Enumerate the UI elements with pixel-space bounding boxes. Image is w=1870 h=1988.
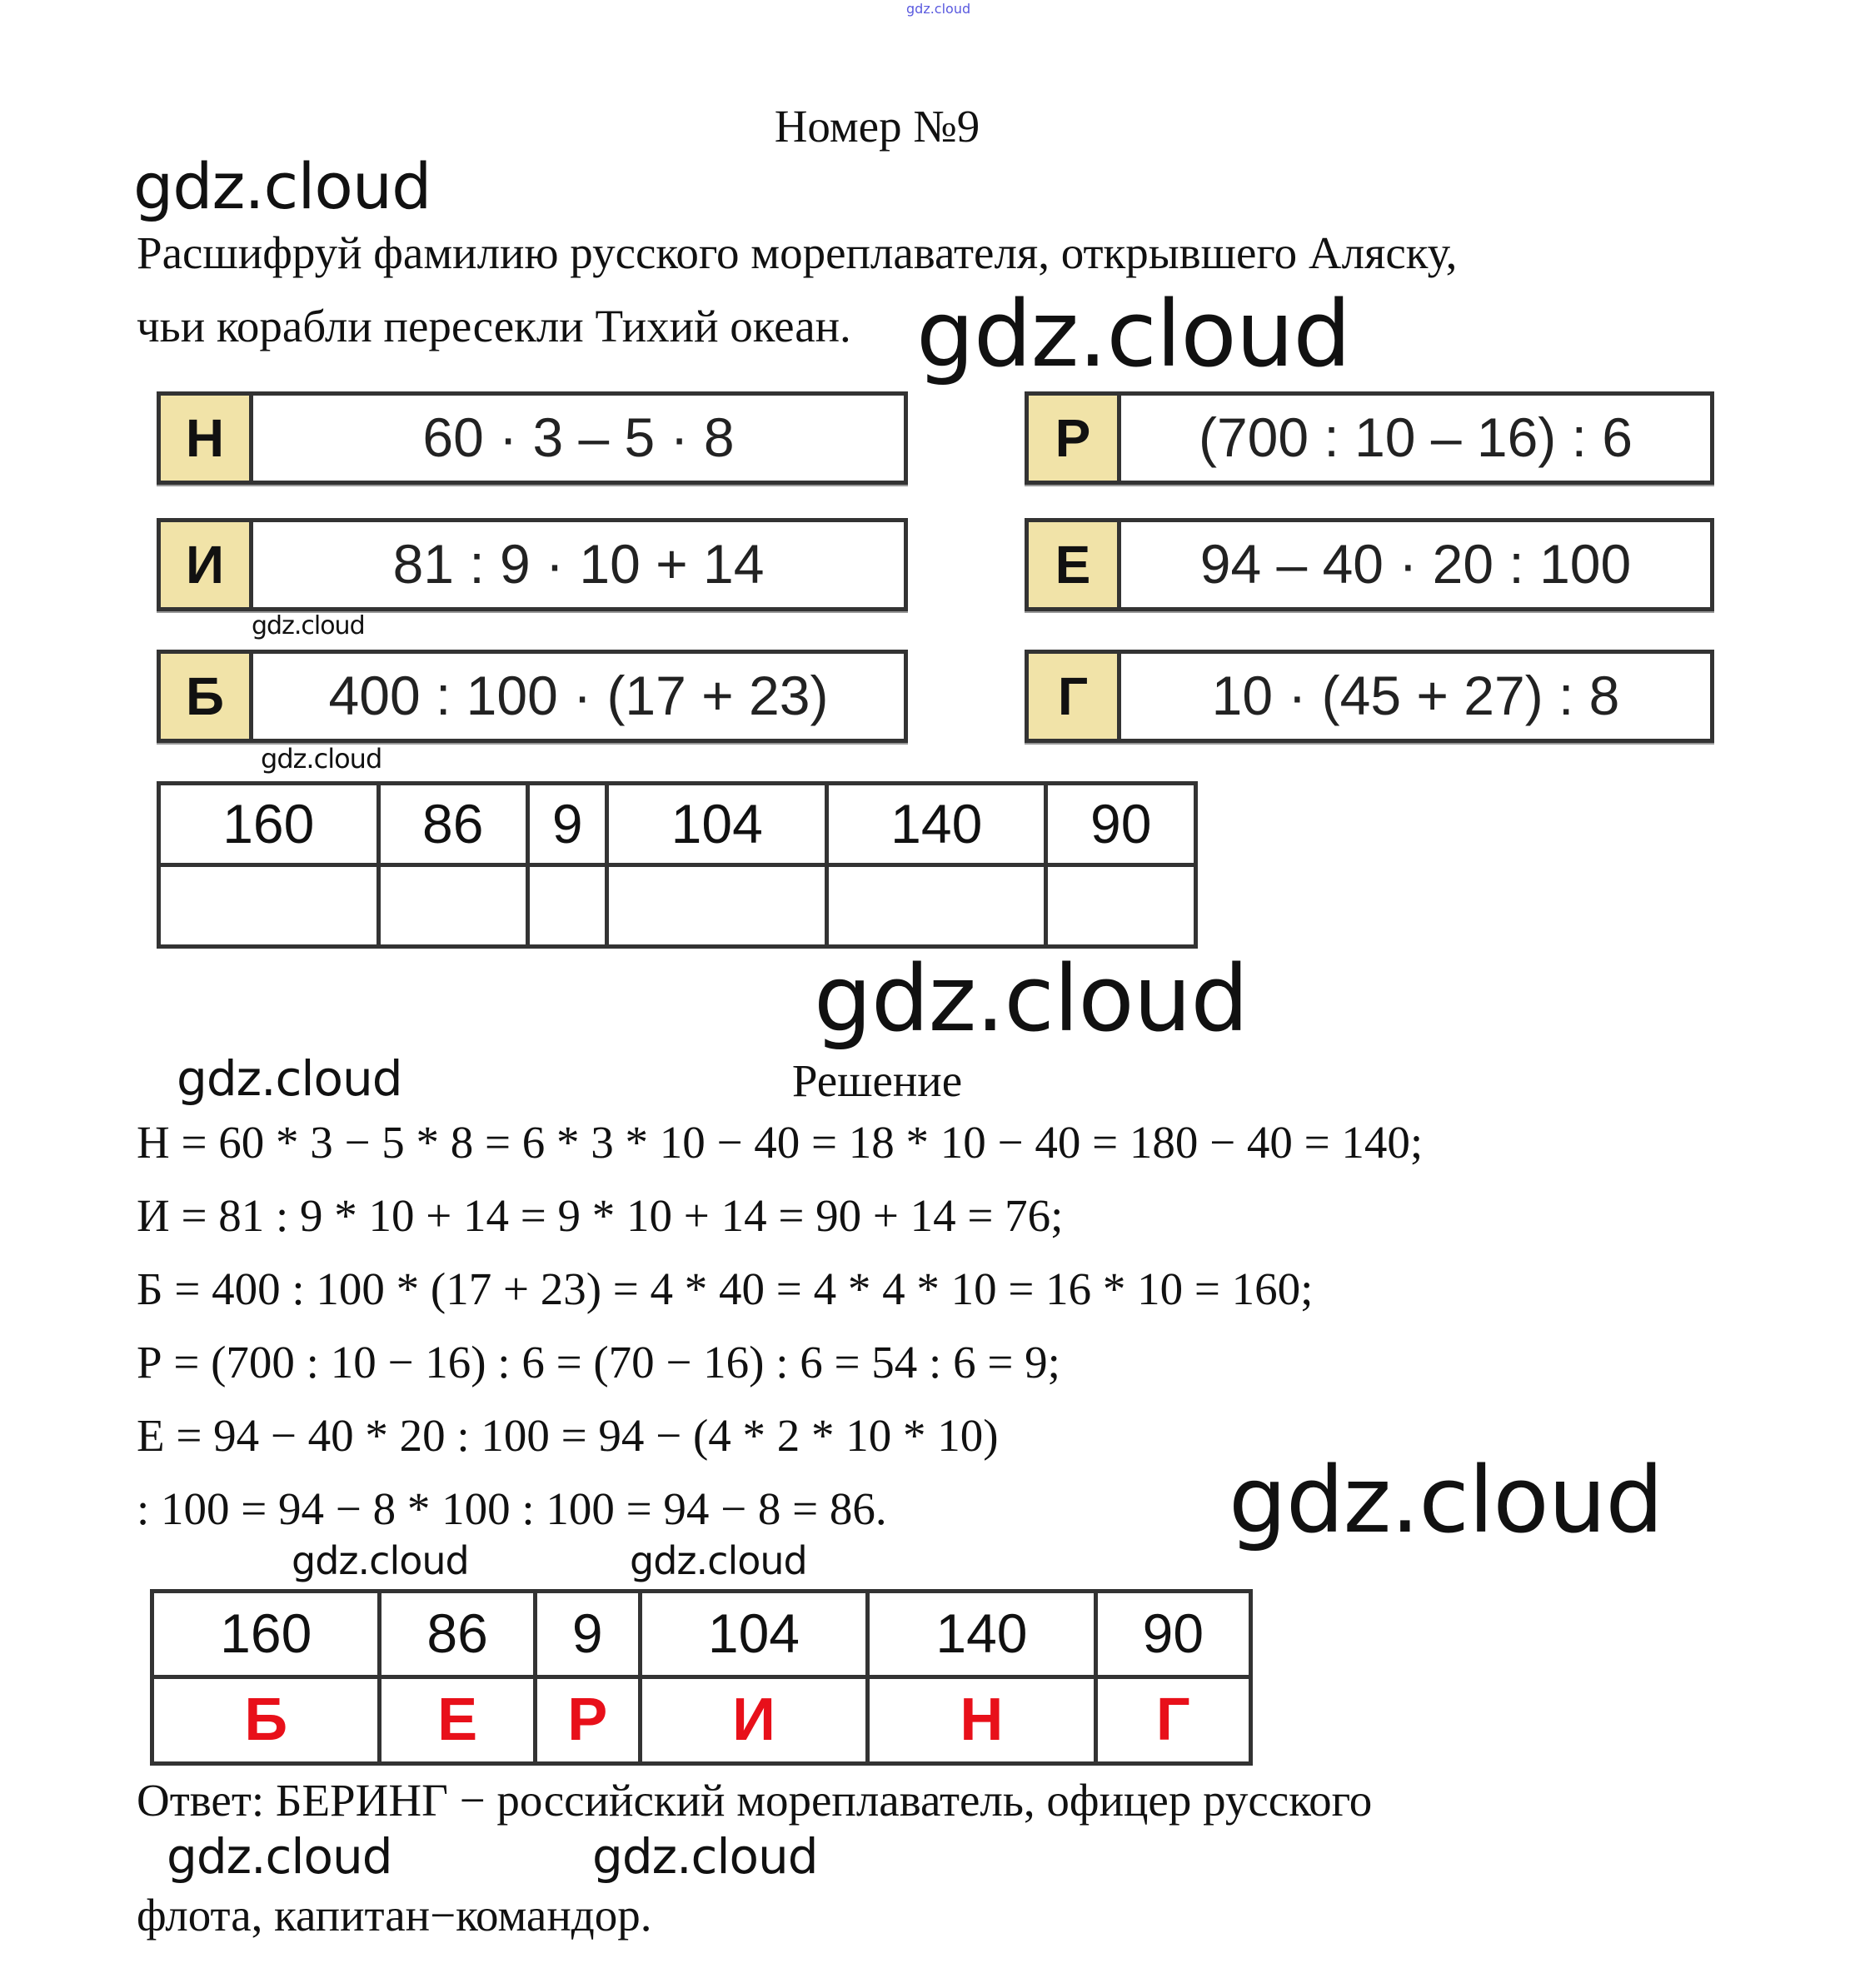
number-cell: 9	[525, 781, 610, 867]
letter-cell: Н	[865, 1675, 1098, 1766]
card-i: И 81 : 9 · 10 + 14	[157, 518, 908, 611]
empty-cell	[824, 863, 1049, 949]
answer-line-1: Ответ: БЕРИНГ − российский мореплаватель…	[137, 1775, 1373, 1826]
card-expression: 60 · 3 – 5 · 8	[422, 406, 735, 469]
task-line-1: Расшифруй фамилию русского мореплавателя…	[137, 227, 1458, 278]
number-cell: 86	[377, 1589, 537, 1679]
empty-cell	[605, 863, 829, 949]
letter-cell: Е	[377, 1675, 537, 1766]
number-cell: 90	[1093, 1589, 1254, 1679]
watermark: gdz.cloud	[133, 149, 431, 223]
card-letter: Р	[1029, 396, 1121, 481]
card-r: Р (700 : 10 – 16) : 6	[1025, 391, 1714, 485]
number-cell: 104	[605, 781, 829, 867]
watermark: gdz.cloud	[1229, 1447, 1663, 1553]
number-cell: 104	[637, 1589, 870, 1679]
answer-decode-table: 160 86 9 104 140 90 Б Е Р И Н Г	[149, 1589, 1254, 1766]
card-letter: И	[161, 522, 253, 607]
watermark: gdz.cloud	[916, 281, 1351, 387]
watermark: gdz.cloud	[252, 611, 366, 640]
card-expression: 400 : 100 · (17 + 23)	[328, 665, 829, 727]
empty-cell	[376, 863, 530, 949]
solution-line: Р = (700 : 10 − 16) : 6 = (70 − 16) : 6 …	[137, 1337, 1060, 1388]
number-cell: 160	[149, 1589, 382, 1679]
number-cell: 140	[824, 781, 1049, 867]
number-cell: 86	[376, 781, 530, 867]
header-watermark: gdz.cloud	[906, 1, 971, 17]
solution-title: Решение	[791, 1055, 963, 1106]
letter-cell: Г	[1093, 1675, 1254, 1766]
solution-line: Е = 94 − 40 * 20 : 100 = 94 − (4 * 2 * 1…	[137, 1410, 999, 1461]
empty-cell	[157, 863, 381, 949]
solution-line: Б = 400 : 100 * (17 + 23) = 4 * 40 = 4 *…	[137, 1263, 1314, 1314]
card-letter: Г	[1029, 654, 1121, 739]
solution-line: И = 81 : 9 * 10 + 14 = 9 * 10 + 14 = 90 …	[137, 1190, 1064, 1241]
watermark: gdz.cloud	[630, 1538, 808, 1583]
page-title: Номер №9	[774, 101, 980, 152]
card-b: Б 400 : 100 · (17 + 23)	[157, 650, 908, 743]
empty-cell	[525, 863, 610, 949]
card-expression: (700 : 10 – 16) : 6	[1198, 406, 1633, 469]
watermark: gdz.cloud	[592, 1828, 819, 1885]
solution-line: : 100 = 94 − 8 * 100 : 100 = 94 − 8 = 86…	[137, 1483, 887, 1534]
blank-decode-table: 160 86 9 104 140 90	[157, 781, 1198, 949]
empty-cell	[1044, 863, 1198, 949]
watermark: gdz.cloud	[292, 1538, 470, 1583]
answer-line-2: флота, капитан−командор.	[137, 1890, 652, 1941]
card-letter: Б	[161, 654, 253, 739]
card-expression: 10 · (45 + 27) : 8	[1211, 665, 1620, 727]
card-letter: Е	[1029, 522, 1121, 607]
letter-cell: И	[637, 1675, 870, 1766]
watermark: gdz.cloud	[814, 945, 1249, 1052]
solution-line: Н = 60 * 3 − 5 * 8 = 6 * 3 * 10 − 40 = 1…	[137, 1117, 1424, 1168]
card-g: Г 10 · (45 + 27) : 8	[1025, 650, 1714, 743]
number-cell: 160	[157, 781, 381, 867]
watermark: gdz.cloud	[167, 1828, 393, 1885]
card-letter: Н	[161, 396, 253, 481]
watermark: gdz.cloud	[177, 1050, 403, 1107]
watermark: gdz.cloud	[261, 743, 382, 775]
card-n: Н 60 · 3 – 5 · 8	[157, 391, 908, 485]
card-expression: 94 – 40 · 20 : 100	[1199, 533, 1632, 595]
number-cell: 140	[865, 1589, 1098, 1679]
letter-cell: Р	[532, 1675, 642, 1766]
card-expression: 81 : 9 · 10 + 14	[392, 533, 765, 595]
letter-cell: Б	[149, 1675, 382, 1766]
number-cell: 90	[1044, 781, 1198, 867]
number-cell: 9	[532, 1589, 642, 1679]
task-line-2: чьи корабли пересекли Тихий океан.	[137, 301, 851, 351]
card-e: Е 94 – 40 · 20 : 100	[1025, 518, 1714, 611]
